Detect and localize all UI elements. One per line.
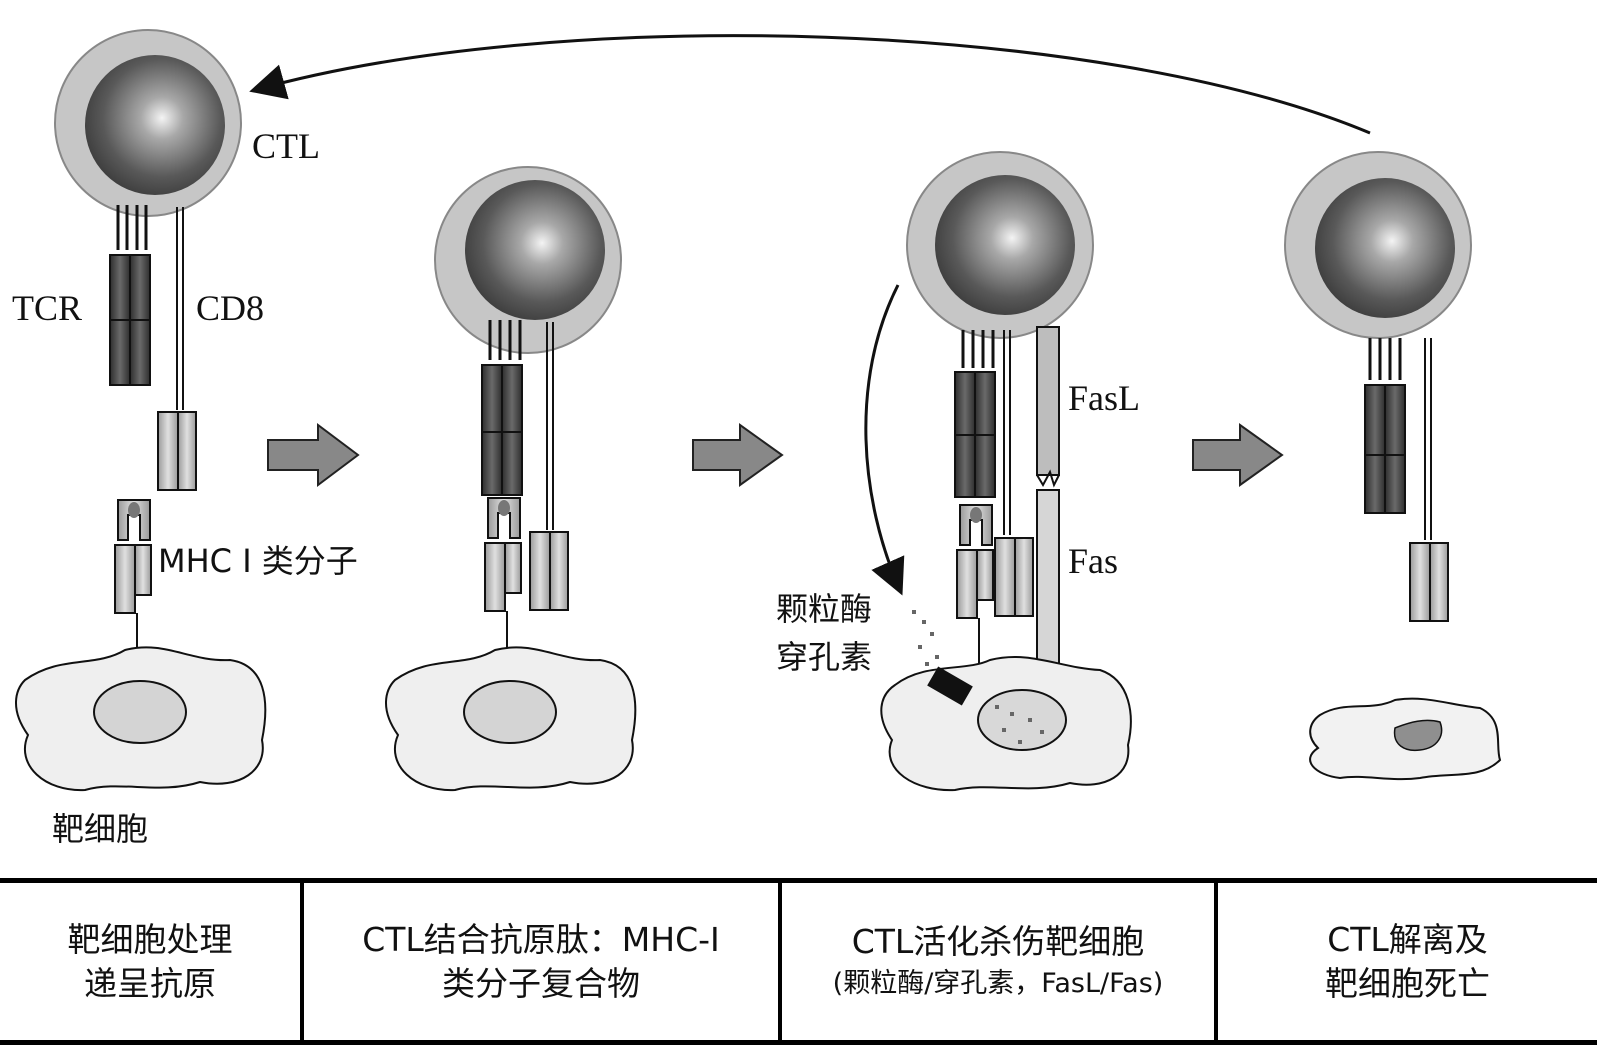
mhc-class-i [114,499,152,655]
perforin-pore [927,666,973,706]
step-caption-line: 类分子复合物 [442,963,640,1003]
granzyme-label: 颗粒酶 [776,590,872,628]
ctl-cell [54,29,242,217]
step-arrow [1192,423,1284,487]
cd8-coreceptor [994,330,1034,617]
stage-1: CTL TCR CD8 MHC Ⅰ 类分子 靶细胞 [12,29,358,848]
cd8-label: CD8 [196,288,264,328]
fasl-label: FasL [1068,378,1140,418]
step-caption-line: CTL活化杀伤靶细胞 [851,921,1145,961]
ctl-cell [1284,151,1472,339]
step-caption-table: 靶细胞处理 递呈抗原 CTL结合抗原肽：MHC-Ⅰ 类分子复合物 CTL活化杀伤… [0,878,1597,1045]
target-cell [880,656,1132,792]
target-cell [385,646,637,792]
cd8-coreceptor [529,322,569,611]
step-caption: CTL结合抗原肽：MHC-Ⅰ 类分子复合物 [300,878,780,1045]
stage-2 [385,166,637,792]
step-caption-line: CTL解离及 [1327,919,1488,959]
mhc-class-i [484,497,522,655]
step-caption: CTL解离及 靶细胞死亡 [1214,878,1597,1045]
tcr-receptor [954,330,996,498]
return-arrow [249,34,1371,135]
tcr-receptor [109,205,151,386]
tcr-receptor [481,320,523,496]
step-arrow [692,423,784,487]
fas-label: Fas [1068,541,1118,581]
step-caption-line: 靶细胞死亡 [1325,963,1490,1003]
step-caption: 靶细胞处理 递呈抗原 [0,878,302,1045]
step-caption-line: (颗粒酶/穿孔素，FasL/Fas) [832,967,1164,999]
tcr-receptor [1364,338,1406,514]
target-cell [15,646,267,792]
step-caption-line: CTL结合抗原肽：MHC-Ⅰ [362,919,720,959]
granule-release-arrow [864,284,905,596]
ctl-killing-diagram: CTL TCR CD8 MHC Ⅰ 类分子 靶细胞 [12,29,1502,848]
tcr-label: TCR [12,288,82,328]
cd8-coreceptor [157,207,197,491]
dying-target-cell [1309,697,1502,781]
perforin-label: 穿孔素 [776,638,872,676]
stage-4 [1284,151,1502,781]
target-cell-label: 靶细胞 [52,810,148,848]
stage-3: FasL Fas 颗粒酶 穿孔素 [776,151,1140,792]
ctl-cell [906,151,1094,339]
fasl-fas-pair [1036,326,1060,676]
step-caption-line: 递呈抗原 [84,963,216,1003]
mhc-class-i [956,504,994,665]
ctl-label: CTL [252,126,320,166]
step-caption: CTL活化杀伤靶细胞 (颗粒酶/穿孔素，FasL/Fas) [778,878,1216,1045]
step-caption-line: 靶细胞处理 [67,919,233,959]
cd8-coreceptor [1409,338,1449,622]
step-arrow [267,423,360,487]
ctl-cell [434,166,622,354]
mhc-label: MHC Ⅰ 类分子 [158,542,358,580]
